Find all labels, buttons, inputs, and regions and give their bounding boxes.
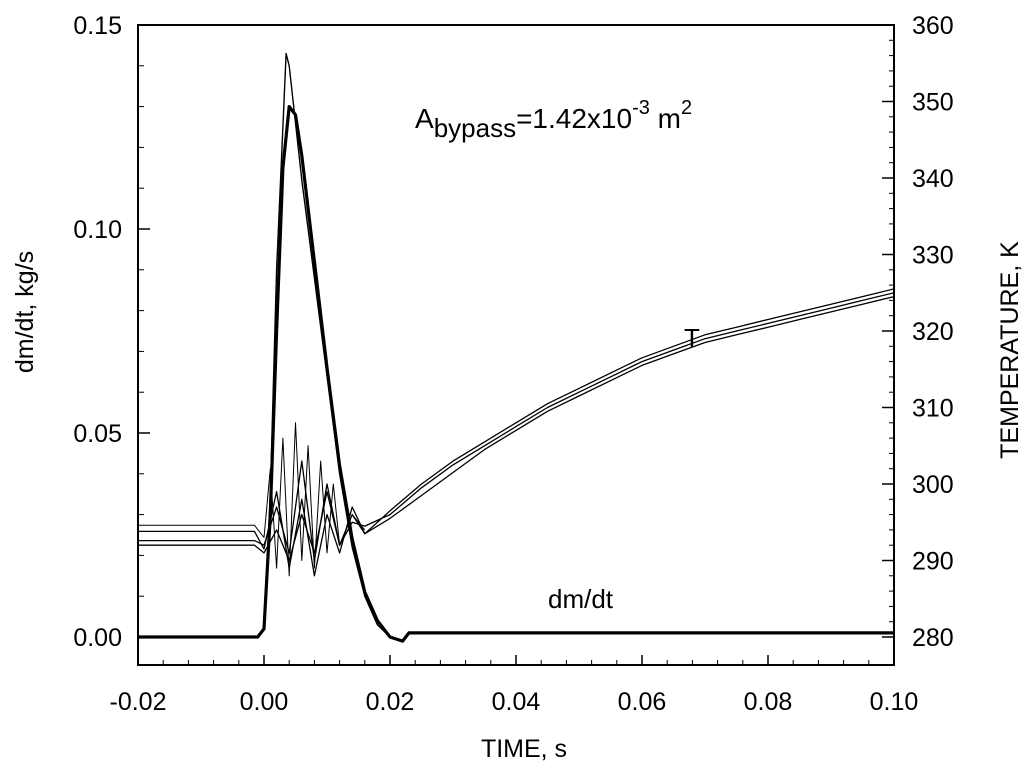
temperature-series-4	[138, 295, 895, 562]
area-unit-exp: 2	[681, 97, 692, 119]
y2-tick-label: 350	[912, 89, 954, 117]
area-sub: bypass	[434, 113, 516, 143]
y2-tick-label: 330	[912, 242, 954, 270]
temperature-series-3	[138, 292, 895, 562]
y-axis-title: dm/dt, kg/s	[11, 251, 39, 373]
flow-series-0	[138, 104, 894, 643]
y-tick-label: 0.15	[73, 12, 122, 40]
y2-tick-label: 290	[912, 548, 954, 576]
y2-tick-label: 360	[912, 12, 954, 40]
x-axis-title: TIME, s	[481, 735, 567, 763]
y2-tick-label: 320	[912, 318, 954, 346]
x-tick-label: 0.04	[492, 688, 541, 716]
temp-series-label: T	[684, 323, 700, 353]
area-value: =1.42x10	[516, 103, 632, 134]
series-layer	[138, 52, 895, 643]
y-tick-label: 0.00	[73, 624, 122, 652]
flow-series-label: dm/dt	[548, 584, 614, 614]
area-annotation: Abypass=1.42x10-3 m2	[415, 97, 692, 143]
y2-tick-label: 340	[912, 165, 954, 193]
y-tick-label: 0.05	[73, 420, 122, 448]
flow-series-1	[138, 52, 894, 642]
ticks-layer	[137, 24, 895, 665]
y2-axis-title: TEMPERATURE, K	[996, 241, 1024, 459]
y2-tick-label: 310	[912, 395, 954, 423]
x-tick-label: 0.10	[870, 688, 919, 716]
area-exp: -3	[632, 97, 650, 119]
temperature-series-5	[138, 422, 366, 577]
temperature-series-2	[138, 288, 895, 577]
y-tick-label: 0.10	[73, 216, 122, 244]
area-base: A	[415, 103, 434, 134]
area-unit: m	[650, 103, 681, 134]
x-tick-label: 0.06	[618, 688, 667, 716]
y2-tick-label: 280	[912, 624, 954, 652]
labels-layer: -0.02 0.00 0.02 0.04 0.06 0.08 0.10 0.00 0.05 0.1…	[73, 12, 953, 716]
x-tick-label: 0.08	[744, 688, 793, 716]
x-tick-label: -0.02	[110, 688, 167, 716]
y2-tick-label: 300	[912, 471, 954, 499]
x-tick-label: 0.02	[366, 688, 415, 716]
x-tick-label: 0.00	[240, 688, 289, 716]
